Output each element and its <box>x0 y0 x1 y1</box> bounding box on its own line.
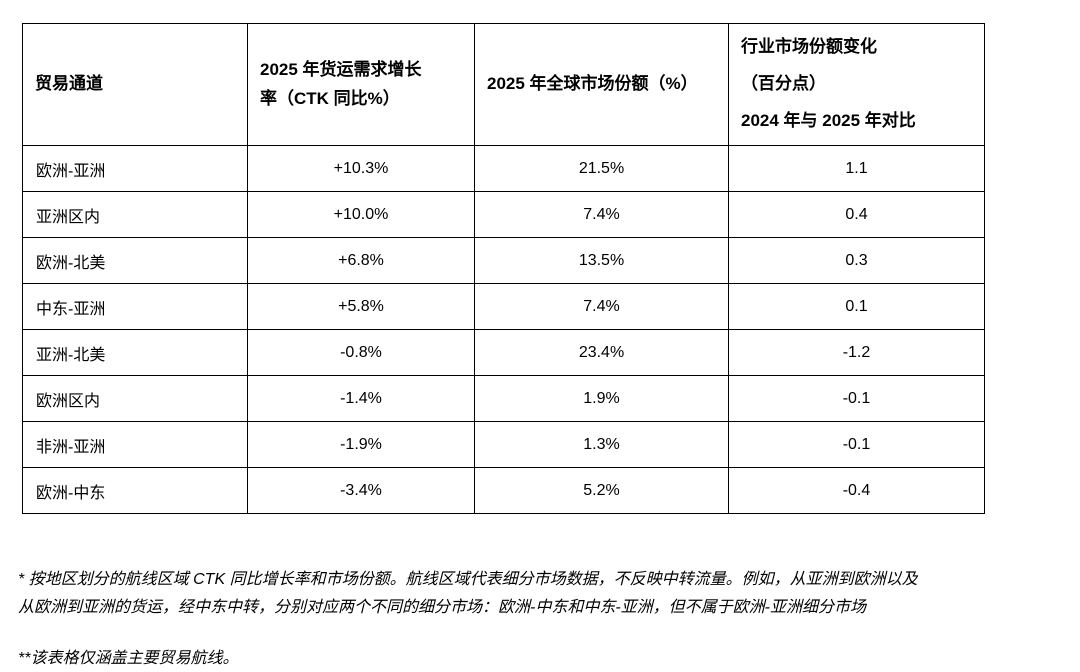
share-change-cell: 0.1 <box>728 283 985 330</box>
share-cell: 7.4% <box>474 191 729 238</box>
growth-cell: +6.8% <box>247 237 475 284</box>
growth-cell: +10.3% <box>247 145 475 192</box>
table-row: 亚洲区内 +10.0% 7.4% 0.4 <box>22 191 985 238</box>
share-cell: 21.5% <box>474 145 729 192</box>
route-cell: 欧洲区内 <box>22 375 248 422</box>
growth-cell: -3.4% <box>247 467 475 514</box>
share-cell: 1.3% <box>474 421 729 468</box>
route-cell: 亚洲区内 <box>22 191 248 238</box>
header-demand-growth-line1: 2025 年货运需求增长 <box>260 59 422 79</box>
growth-cell: -1.4% <box>247 375 475 422</box>
table-row: 欧洲-北美 +6.8% 13.5% 0.3 <box>22 237 985 284</box>
route-cell: 亚洲-北美 <box>22 329 248 376</box>
table-row: 欧洲区内 -1.4% 1.9% -0.1 <box>22 375 985 422</box>
table-row: 亚洲-北美 -0.8% 23.4% -1.2 <box>22 329 985 376</box>
footnote-line-1: * 按地区划分的航线区域 CTK 同比增长率和市场份额。航线区域代表细分市场数据… <box>18 571 918 588</box>
share-change-cell: -0.4 <box>728 467 985 514</box>
share-cell: 23.4% <box>474 329 729 376</box>
header-trade-lane: 贸易通道 <box>22 23 248 146</box>
share-change-cell: 1.1 <box>728 145 985 192</box>
share-change-cell: -0.1 <box>728 421 985 468</box>
share-cell: 5.2% <box>474 467 729 514</box>
route-cell: 欧洲-北美 <box>22 237 248 284</box>
route-cell: 欧洲-亚洲 <box>22 145 248 192</box>
share-change-cell: -1.2 <box>728 329 985 376</box>
header-trade-lane-label: 贸易通道 <box>35 74 103 94</box>
table-row: 非洲-亚洲 -1.9% 1.3% -0.1 <box>22 421 985 468</box>
route-cell: 欧洲-中东 <box>22 467 248 514</box>
header-share-change: 行业市场份额变化 （百分点） 2024 年与 2025 年对比 <box>728 23 985 146</box>
header-share-change-line3: 2024 年与 2025 年对比 <box>741 110 916 130</box>
route-cell: 中东-亚洲 <box>22 283 248 330</box>
footnote-line-2: 从欧洲到亚洲的货运，经中东中转，分别对应两个不同的细分市场：欧洲-中东和中东-亚… <box>18 599 866 616</box>
table-row: 中东-亚洲 +5.8% 7.4% 0.1 <box>22 283 985 330</box>
footnote-coverage: **该表格仅涵盖主要贸易航线。 <box>18 650 239 667</box>
header-row: 贸易通道 2025 年货运需求增长 率（CTK 同比%） 2025 年全球市场份… <box>22 23 985 146</box>
header-global-share-label: 2025 年全球市场份额（%） <box>487 74 698 94</box>
growth-cell: -1.9% <box>247 421 475 468</box>
share-change-cell: 0.4 <box>728 191 985 238</box>
growth-cell: +10.0% <box>247 191 475 238</box>
header-share-change-line2: （百分点） <box>741 74 826 94</box>
share-cell: 1.9% <box>474 375 729 422</box>
growth-cell: +5.8% <box>247 283 475 330</box>
header-share-change-line1: 行业市场份额变化 <box>741 37 877 57</box>
route-cell: 非洲-亚洲 <box>22 421 248 468</box>
header-demand-growth-line2: 率（CTK 同比%） <box>260 88 400 108</box>
growth-cell: -0.8% <box>247 329 475 376</box>
freight-market-table: 贸易通道 2025 年货运需求增长 率（CTK 同比%） 2025 年全球市场份… <box>22 23 985 514</box>
table-row: 欧洲-中东 -3.4% 5.2% -0.4 <box>22 467 985 514</box>
table-row: 欧洲-亚洲 +10.3% 21.5% 1.1 <box>22 145 985 192</box>
share-change-cell: -0.1 <box>728 375 985 422</box>
share-cell: 7.4% <box>474 283 729 330</box>
share-cell: 13.5% <box>474 237 729 284</box>
header-demand-growth: 2025 年货运需求增长 率（CTK 同比%） <box>247 23 475 146</box>
footnote-region-definition: * 按地区划分的航线区域 CTK 同比增长率和市场份额。航线区域代表细分市场数据… <box>18 566 1068 622</box>
share-change-cell: 0.3 <box>728 237 985 284</box>
header-global-share: 2025 年全球市场份额（%） <box>474 23 729 146</box>
